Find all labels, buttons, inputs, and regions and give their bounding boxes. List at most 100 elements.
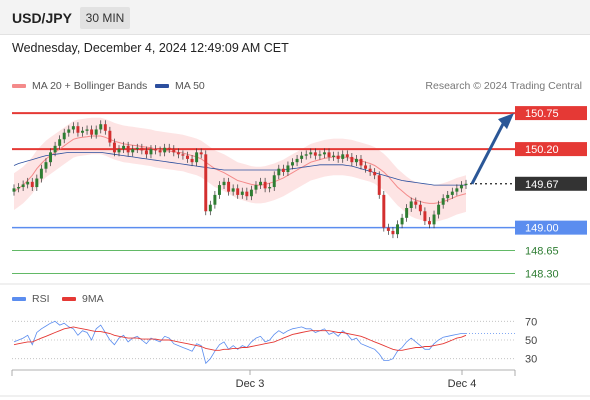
candle xyxy=(259,181,263,186)
candle xyxy=(122,145,126,150)
candle xyxy=(240,191,244,195)
candle xyxy=(268,187,272,189)
candle xyxy=(263,181,267,189)
candle xyxy=(21,184,25,188)
forecast-arrow xyxy=(470,121,506,185)
candle xyxy=(44,162,48,169)
candle xyxy=(149,149,153,155)
candle xyxy=(318,154,322,156)
candle xyxy=(391,230,395,235)
legend-rsi: RSI xyxy=(12,293,50,305)
candle xyxy=(427,221,431,225)
candle xyxy=(117,149,121,153)
candle xyxy=(158,150,162,153)
candle xyxy=(464,183,468,186)
ma50-label: MA 50 xyxy=(175,80,205,92)
candle xyxy=(103,124,107,131)
candle xyxy=(437,204,441,215)
candle xyxy=(208,204,212,212)
candle xyxy=(295,158,299,163)
candle xyxy=(76,126,80,133)
candle xyxy=(131,149,135,153)
candle xyxy=(245,191,249,197)
ma20-label: MA 20 + Bollinger Bands xyxy=(32,80,148,92)
symbol-title: USD/JPY xyxy=(12,10,72,26)
candle xyxy=(373,172,377,176)
candle xyxy=(441,198,445,205)
candle xyxy=(39,168,43,179)
candle xyxy=(377,175,381,195)
candle xyxy=(167,147,171,150)
candle xyxy=(204,154,208,212)
candle xyxy=(35,178,39,188)
candle xyxy=(85,129,89,131)
target-label: 148.30 xyxy=(525,268,559,280)
candle xyxy=(236,188,240,195)
candle xyxy=(345,154,349,157)
candle xyxy=(195,152,199,163)
candle xyxy=(322,152,326,155)
rsi-tick-label: 30 xyxy=(525,354,537,366)
candle xyxy=(309,152,313,155)
candle xyxy=(254,185,258,190)
candle xyxy=(190,158,194,163)
candle xyxy=(49,152,53,163)
candle xyxy=(17,187,21,189)
candle xyxy=(163,147,167,153)
resistance-label: 150.75 xyxy=(525,108,559,120)
candle xyxy=(30,181,34,188)
rsi-tick-label: 50 xyxy=(525,335,537,347)
candle xyxy=(71,126,75,130)
candle xyxy=(459,185,463,189)
candle xyxy=(181,154,185,156)
candle xyxy=(140,147,144,151)
candle xyxy=(112,142,116,153)
candle xyxy=(405,208,409,218)
candle xyxy=(354,158,358,163)
candle xyxy=(313,152,317,156)
candle xyxy=(213,194,217,205)
timeframe-button[interactable]: 30 MIN xyxy=(80,7,130,29)
resistance-tag xyxy=(515,106,587,121)
candle xyxy=(455,188,459,192)
copyright-note: Research © 2024 Trading Central xyxy=(425,80,582,92)
candle xyxy=(222,181,226,186)
support-label: 149.00 xyxy=(525,223,559,235)
candle xyxy=(281,168,285,172)
candle xyxy=(382,194,386,228)
candle xyxy=(450,191,454,195)
candle xyxy=(172,149,176,153)
candle xyxy=(359,158,363,166)
candle xyxy=(446,194,450,199)
9ma-line xyxy=(13,326,467,351)
candle xyxy=(26,181,30,185)
candle xyxy=(423,211,427,222)
candle xyxy=(99,124,103,130)
candle xyxy=(227,181,231,192)
candle xyxy=(176,152,180,155)
candle xyxy=(144,150,148,155)
ma20-line xyxy=(13,135,467,204)
9ma-label: 9MA xyxy=(82,293,104,305)
candle xyxy=(53,145,57,153)
candle xyxy=(350,156,354,163)
candle xyxy=(217,185,221,195)
legend-ma20: MA 20 + Bollinger Bands xyxy=(12,80,147,92)
candle xyxy=(409,201,413,208)
candle xyxy=(154,149,158,151)
candle xyxy=(341,154,345,159)
resistance-tag xyxy=(515,142,587,157)
candle xyxy=(67,129,71,133)
candle xyxy=(332,155,336,157)
candle xyxy=(336,155,340,159)
main-panel: 150.75 150.20 149.67 149.00 148.65 148.30 xyxy=(0,106,590,285)
candle xyxy=(186,155,189,159)
ma50-line xyxy=(13,152,466,186)
candle xyxy=(90,129,94,135)
candle xyxy=(58,139,62,146)
candle xyxy=(396,224,399,235)
target-label: 148.65 xyxy=(525,246,559,258)
candle xyxy=(400,217,404,225)
candle xyxy=(249,189,253,197)
